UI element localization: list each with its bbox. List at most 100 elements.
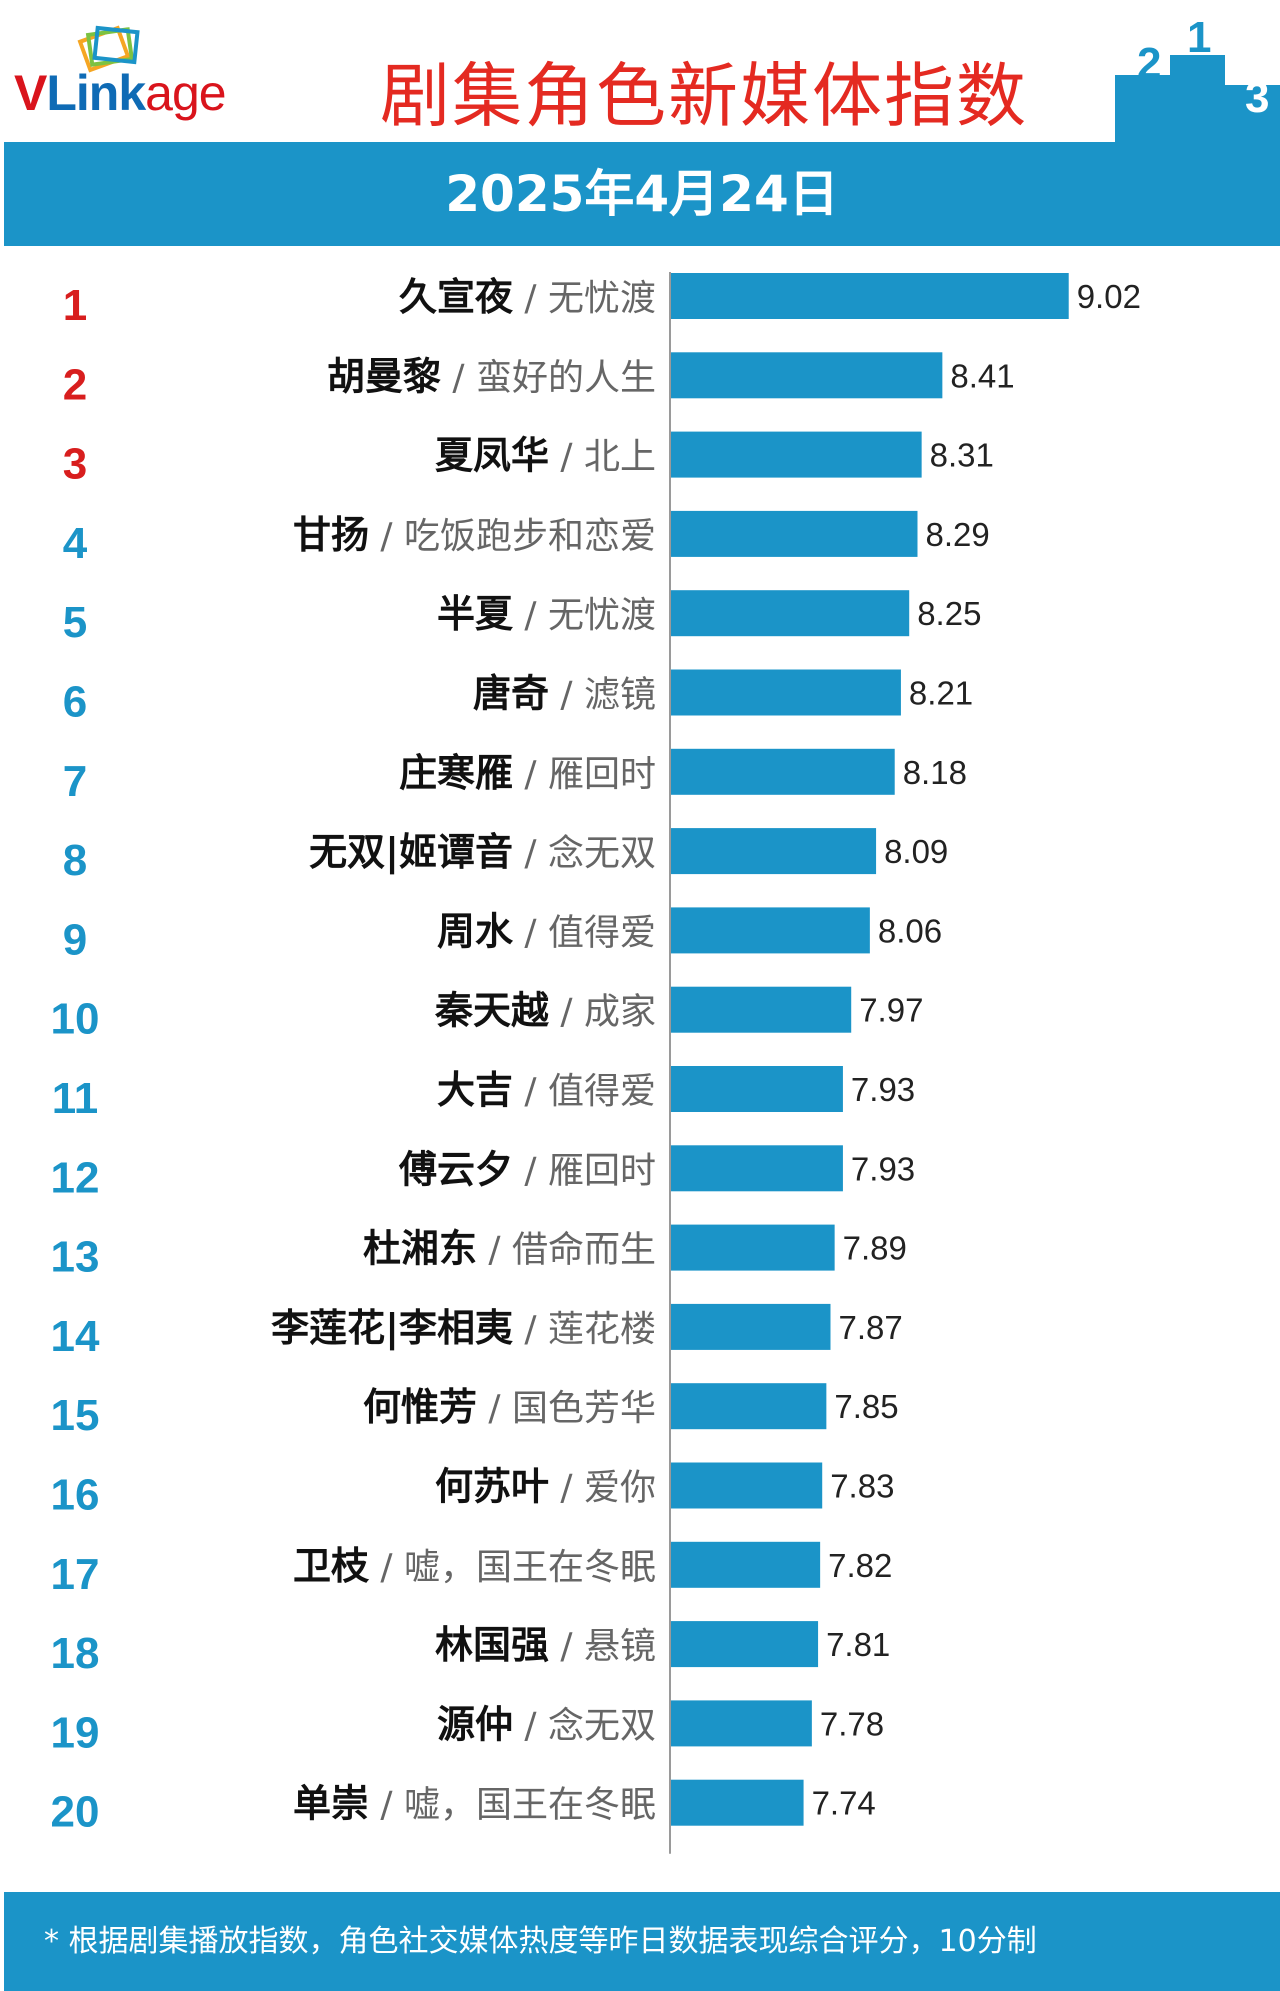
value-label: 7.87 <box>839 1309 903 1346</box>
bar <box>671 1779 804 1826</box>
value-label: 9.02 <box>1077 278 1141 315</box>
separator: / <box>441 357 476 398</box>
show-title: 北上 <box>584 437 656 478</box>
character-name: 何惟芳 <box>363 1385 477 1429</box>
row-label: 夏凤华 / 北上 <box>435 434 656 478</box>
separator: / <box>513 278 548 319</box>
character-name: 傅云夕 <box>398 1147 513 1191</box>
character-name: 源仲 <box>437 1702 513 1746</box>
row-label: 何苏叶 / 爱你 <box>435 1465 656 1509</box>
show-title: 念无双 <box>548 1705 656 1746</box>
character-name: 李莲花|李相夷 <box>271 1306 513 1351</box>
bar <box>671 273 1069 319</box>
rank-number: 3 <box>63 440 87 489</box>
character-name: 大吉 <box>437 1068 513 1112</box>
separator: / <box>549 437 584 478</box>
rank-number: 18 <box>51 1629 100 1678</box>
bar <box>671 431 922 478</box>
separator: / <box>513 595 548 636</box>
bar <box>671 669 901 716</box>
rank-number: 4 <box>63 519 88 568</box>
separator: / <box>513 1150 548 1191</box>
rank-number: 2 <box>63 360 87 409</box>
rank-number: 1 <box>63 281 87 330</box>
show-title: 值得爱 <box>548 1071 656 1112</box>
show-title: 悬镜 <box>584 1626 656 1667</box>
separator: / <box>369 1785 404 1826</box>
bar <box>671 986 852 1033</box>
value-label: 7.93 <box>851 1150 915 1187</box>
value-label: 7.83 <box>830 1468 894 1505</box>
value-label: 7.74 <box>812 1785 876 1822</box>
show-title: 雁回时 <box>548 1150 656 1191</box>
character-name: 周水 <box>437 909 514 953</box>
row-label: 甘扬 / 吃饭跑步和恋爱 <box>293 513 656 557</box>
separator: / <box>477 1230 512 1271</box>
podium-second: 2 <box>1137 39 1161 88</box>
show-title: 借命而生 <box>512 1230 656 1271</box>
value-label: 8.21 <box>909 675 973 712</box>
date-text: 2025年4月24日 <box>445 165 839 223</box>
row-label: 林国强 / 悬镜 <box>435 1623 656 1667</box>
bar <box>671 1145 843 1192</box>
value-label: 8.25 <box>917 595 981 632</box>
rank-number: 16 <box>51 1471 100 1520</box>
character-name: 杜湘东 <box>363 1227 477 1271</box>
footer-note: * 根据剧集播放指数，角色社交媒体热度等昨日数据表现综合评分，10分制 <box>4 1892 1280 1991</box>
row-label: 庄寒雁 / 雁回时 <box>399 751 656 795</box>
bar <box>671 1383 827 1430</box>
value-label: 7.85 <box>834 1388 898 1425</box>
bar <box>671 1066 843 1112</box>
show-title: 蛮好的人生 <box>476 357 656 398</box>
page-title: 剧集角色新媒体指数 <box>380 55 1028 137</box>
character-name: 何苏叶 <box>435 1465 549 1509</box>
row-label: 胡曼黎 / 蛮好的人生 <box>327 354 656 398</box>
separator: / <box>513 912 548 953</box>
character-name: 无双|姬谭音 <box>309 830 513 875</box>
logo-text: VLinkage <box>14 64 227 122</box>
separator: / <box>513 1705 548 1746</box>
bar <box>671 1303 831 1350</box>
rank-number: 17 <box>51 1550 100 1599</box>
podium-third: 3 <box>1245 73 1269 122</box>
character-name: 秦天越 <box>434 989 550 1033</box>
separator: / <box>549 675 584 716</box>
character-name: 单崇 <box>293 1782 369 1826</box>
bar <box>671 907 870 954</box>
character-name: 夏凤华 <box>435 434 549 478</box>
rank-number: 7 <box>63 757 87 806</box>
character-name: 唐奇 <box>473 672 549 716</box>
bar <box>671 1541 821 1588</box>
date-banner: 2025年4月24日 <box>4 142 1280 246</box>
logo-squares-icon <box>77 25 140 73</box>
show-title: 成家 <box>584 992 656 1033</box>
bar <box>671 510 918 557</box>
value-label: 7.78 <box>820 1705 884 1742</box>
row-label: 源仲 / 念无双 <box>437 1702 656 1746</box>
rank-number: 20 <box>51 1788 100 1837</box>
row-label: 李莲花|李相夷 / 莲花楼 <box>271 1306 656 1351</box>
logo-age: age <box>145 65 226 121</box>
value-label: 8.31 <box>930 437 994 474</box>
bar <box>671 590 910 637</box>
show-title: 值得爱 <box>548 912 656 953</box>
separator: / <box>369 1547 404 1588</box>
separator: / <box>513 754 548 795</box>
separator: / <box>549 1626 584 1667</box>
separator: / <box>369 516 404 557</box>
show-title: 滤镜 <box>584 675 656 716</box>
vlinkage-logo: VLinkage <box>14 18 284 128</box>
character-name: 林国强 <box>435 1623 549 1667</box>
row-label: 久宣夜 / 无忧渡 <box>399 275 656 319</box>
row-label: 大吉 / 值得爱 <box>437 1068 656 1112</box>
show-title: 莲花楼 <box>548 1309 656 1350</box>
character-name: 胡曼黎 <box>327 354 441 398</box>
character-name: 半夏 <box>437 592 514 636</box>
bar <box>671 1224 835 1271</box>
row-label: 杜湘东 / 借命而生 <box>363 1227 656 1271</box>
rank-number: 8 <box>63 836 87 885</box>
show-title: 雁回时 <box>548 754 656 795</box>
separator: / <box>513 833 548 874</box>
rank-number: 5 <box>63 598 87 647</box>
row-label: 半夏 / 无忧渡 <box>437 592 656 636</box>
